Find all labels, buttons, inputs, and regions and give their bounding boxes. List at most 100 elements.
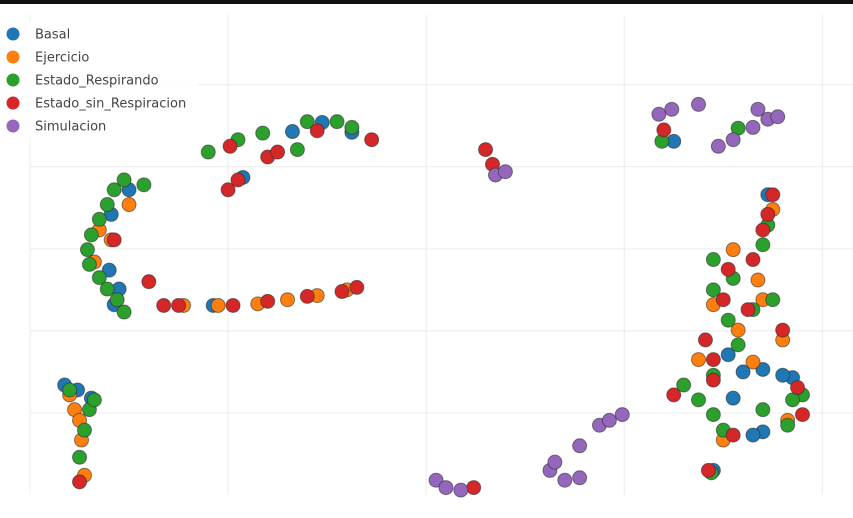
point: [572, 438, 588, 454]
point: [344, 119, 360, 135]
legend-label: Basal: [35, 28, 70, 43]
point: [349, 279, 365, 295]
legend: Basal Ejercicio Estado_Respirando Estado_si…: [6, 22, 198, 137]
point: [121, 197, 137, 213]
point: [438, 480, 454, 496]
point: [547, 454, 563, 470]
point: [76, 422, 92, 438]
point: [279, 292, 295, 308]
point: [725, 427, 741, 443]
points: [57, 96, 810, 498]
legend-label: Estado_Respirando: [35, 74, 159, 89]
point: [106, 232, 122, 248]
legend-marker: [6, 73, 20, 87]
point: [601, 412, 617, 428]
point: [284, 124, 300, 140]
point: [745, 119, 761, 135]
legend-marker: [6, 27, 20, 41]
point: [770, 109, 786, 125]
point: [72, 474, 88, 490]
point: [255, 125, 271, 141]
point: [750, 272, 766, 288]
point: [666, 387, 682, 403]
point: [676, 377, 692, 393]
point: [775, 322, 791, 338]
point: [334, 284, 350, 300]
point: [725, 132, 741, 148]
grid: [29, 15, 853, 495]
point: [62, 382, 78, 398]
point: [755, 222, 771, 238]
point: [735, 364, 751, 380]
point: [705, 352, 721, 368]
point: [745, 252, 761, 268]
point: [289, 142, 305, 158]
point: [497, 164, 513, 180]
point: [83, 227, 99, 243]
point: [755, 237, 771, 253]
point: [99, 281, 115, 297]
legend-marker: [6, 50, 20, 64]
point: [106, 182, 122, 198]
point: [765, 292, 781, 308]
point: [79, 242, 95, 258]
point: [720, 312, 736, 328]
point: [730, 322, 746, 338]
point: [225, 297, 241, 313]
point: [141, 274, 157, 290]
point: [705, 407, 721, 423]
legend-label: Estado_sin_Respiracion: [35, 97, 186, 112]
point: [466, 480, 482, 496]
point: [740, 302, 756, 318]
point: [691, 96, 707, 112]
point: [364, 132, 380, 148]
point: [780, 417, 796, 433]
point: [299, 114, 315, 130]
legend-label: Simulacion: [35, 120, 106, 135]
top-bar: [0, 0, 853, 4]
point: [765, 187, 781, 203]
point: [760, 206, 776, 222]
point: [794, 407, 810, 423]
point: [222, 138, 238, 154]
point: [72, 449, 88, 465]
point: [705, 252, 721, 268]
point: [210, 297, 226, 313]
point: [715, 292, 731, 308]
point: [755, 402, 771, 418]
point: [614, 407, 630, 423]
point: [91, 211, 107, 227]
point: [99, 197, 115, 213]
point: [86, 392, 102, 408]
point: [691, 392, 707, 408]
point: [200, 144, 216, 160]
point: [705, 372, 721, 388]
point: [651, 106, 667, 122]
legend-background: [8, 22, 198, 137]
point: [299, 288, 315, 304]
point: [691, 352, 707, 368]
legend-marker: [6, 96, 20, 110]
point: [705, 282, 721, 298]
point: [220, 182, 236, 198]
point: [745, 354, 761, 370]
point: [81, 256, 97, 272]
point: [656, 122, 672, 138]
point: [109, 292, 125, 308]
point: [720, 347, 736, 363]
point: [664, 101, 680, 117]
point: [116, 304, 132, 320]
point: [260, 293, 276, 309]
point: [171, 297, 187, 313]
point: [697, 332, 713, 348]
point: [309, 123, 325, 139]
point: [710, 138, 726, 154]
point: [790, 380, 806, 396]
point: [116, 172, 132, 188]
point: [745, 427, 761, 443]
point: [572, 470, 588, 486]
legend-label: Ejercicio: [35, 51, 89, 66]
point: [478, 142, 494, 158]
